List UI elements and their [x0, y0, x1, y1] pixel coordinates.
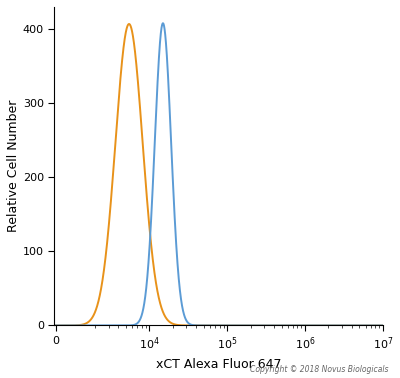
X-axis label: xCT Alexa Fluor 647: xCT Alexa Fluor 647 [156, 358, 281, 371]
Y-axis label: Relative Cell Number: Relative Cell Number [7, 100, 20, 232]
Text: Copyright © 2018 Novus Biologicals: Copyright © 2018 Novus Biologicals [250, 365, 388, 374]
